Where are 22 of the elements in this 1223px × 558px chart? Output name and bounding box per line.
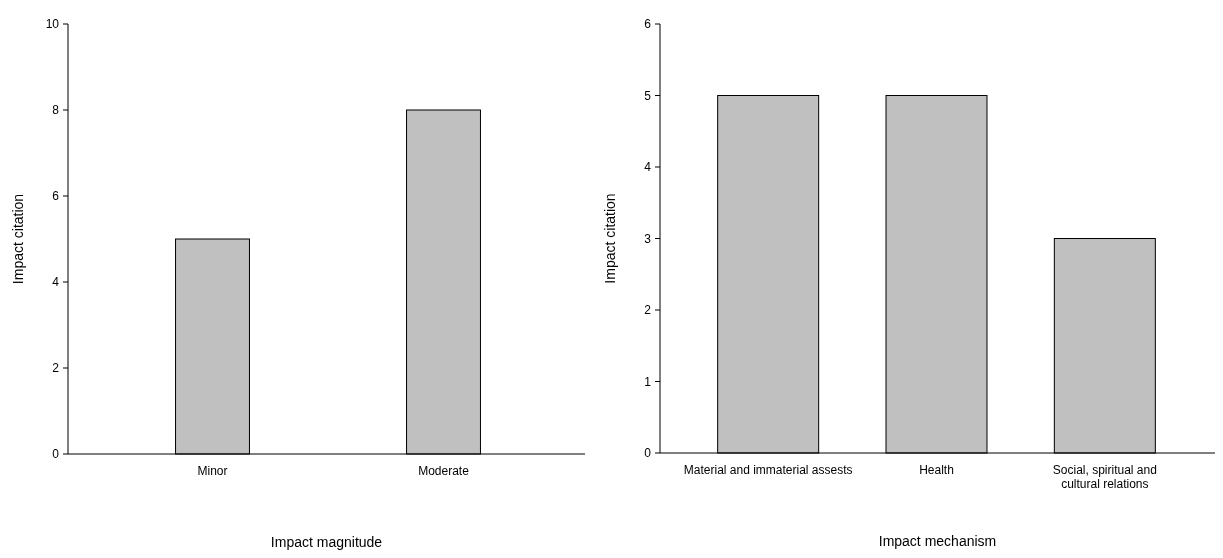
y-tick-label: 2 <box>52 361 60 376</box>
y-tick-label: 5 <box>644 88 652 103</box>
y-tick-label: 0 <box>644 446 652 461</box>
x-axis-title: Impact mechanism <box>878 533 997 549</box>
y-tick-label: 2 <box>644 303 652 318</box>
y-tick-label: 6 <box>52 189 60 204</box>
y-tick-label: 0 <box>52 447 60 462</box>
y-axis-title: Impact citation <box>10 193 26 285</box>
x-tick-label: Minor <box>197 464 228 478</box>
x-tick-label: Health <box>919 463 954 477</box>
x-tick-label: Moderate <box>418 464 470 478</box>
y-tick-label: 6 <box>644 17 652 32</box>
y-tick-label: 4 <box>52 275 60 290</box>
y-axis-title: Impact citation <box>602 193 618 284</box>
x-tick-label: Social, spiritual and cultural relations <box>1052 463 1157 491</box>
y-tick-label: 3 <box>644 231 652 246</box>
y-tick-label: 8 <box>52 103 60 118</box>
y-tick-label: 10 <box>45 17 60 32</box>
x-tick-label: Material and immaterial assests <box>683 463 853 477</box>
x-axis-title: Impact magnitude <box>270 534 383 550</box>
y-tick-label: 4 <box>644 160 652 175</box>
y-tick-label: 1 <box>644 374 652 389</box>
